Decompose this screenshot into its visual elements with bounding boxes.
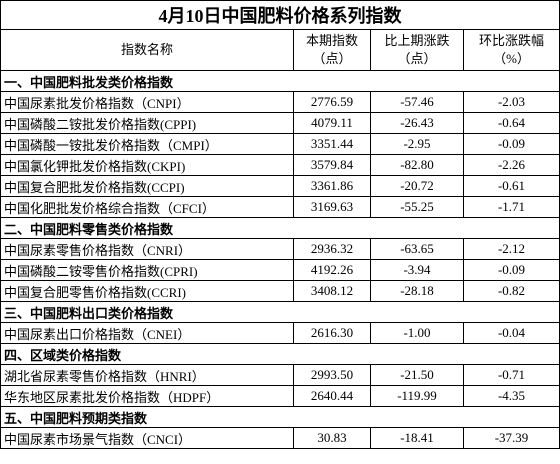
table-title: 4月10日中国肥料价格系列指数 xyxy=(0,0,560,30)
number-cell: 2936.32 xyxy=(293,238,371,260)
number-cell: -0.64 xyxy=(463,112,560,134)
number-cell: 3361.86 xyxy=(293,175,371,197)
table-body: 4月10日中国肥料价格系列指数 指数名称 本期指数 （点） 比上期涨跌 （点） 环比涨跌幅… xyxy=(0,0,560,449)
number-cell: -2.95 xyxy=(370,133,464,155)
number-cell: -37.39 xyxy=(463,427,560,449)
section-row: 一、中国肥料批发类价格指数 xyxy=(0,70,560,92)
number-cell: -57.46 xyxy=(370,91,464,113)
number-cell: 4192.26 xyxy=(293,259,371,281)
index-name: 中国化肥批发价格综合指数（CFCI） xyxy=(0,196,294,218)
number-cell: -3.94 xyxy=(370,259,464,281)
data-row: 湖北省尿素零售价格指数（HNRI） 2993.50 -21.50 -0.71 xyxy=(0,364,560,386)
header-text: （点） xyxy=(312,51,352,66)
section-title: 四、区域类价格指数 xyxy=(0,343,560,365)
section-title: 五、中国肥料预期类指数 xyxy=(0,406,560,428)
header-cell: 比上期涨跌 （点） xyxy=(370,29,464,71)
header-cell: 环比涨跌幅 （%） xyxy=(463,29,560,71)
section-title: 二、中国肥料零售类价格指数 xyxy=(0,217,560,239)
header-text: （点） xyxy=(397,51,437,66)
section-row: 二、中国肥料零售类价格指数 xyxy=(0,217,560,239)
section-title: 三、中国肥料出口类价格指数 xyxy=(0,301,560,323)
header-text: （%） xyxy=(493,51,530,66)
section-row: 四、区域类价格指数 xyxy=(0,343,560,365)
number-cell: -2.03 xyxy=(463,91,560,113)
data-row: 中国尿素零售价格指数（CNRI） 2936.32 -63.65 -2.12 xyxy=(0,238,560,260)
price-index-table: 4月10日中国肥料价格系列指数 指数名称 本期指数 （点） 比上期涨跌 （点） 环比涨跌幅… xyxy=(0,0,560,449)
data-row: 中国磷酸二铵零售价格指数(CPRI) 4192.26 -3.94 -0.09 xyxy=(0,259,560,281)
index-name: 中国氯化钾批发价格指数(CKPI) xyxy=(0,154,294,176)
index-name: 中国尿素批发价格指数（CNPI） xyxy=(0,91,294,113)
number-cell: -0.09 xyxy=(463,133,560,155)
section-row: 三、中国肥料出口类价格指数 xyxy=(0,301,560,323)
number-cell: -0.04 xyxy=(463,322,560,344)
number-cell: -2.26 xyxy=(463,154,560,176)
number-cell: -28.18 xyxy=(370,280,464,302)
header-text: 环比涨跌幅 xyxy=(478,33,544,48)
index-name: 中国磷酸一铵批发价格指数（CMPI） xyxy=(0,133,294,155)
number-cell: 2776.59 xyxy=(293,91,371,113)
number-cell: -18.41 xyxy=(370,427,464,449)
index-name: 中国复合肥批发价格指数(CCPI) xyxy=(0,175,294,197)
number-cell: 3169.63 xyxy=(293,196,371,218)
number-cell: -0.82 xyxy=(463,280,560,302)
header-text: 本期指数 xyxy=(305,33,358,48)
number-cell: 3351.44 xyxy=(293,133,371,155)
number-cell: 3408.12 xyxy=(293,280,371,302)
number-cell: -4.35 xyxy=(463,385,560,407)
number-cell: 2640.44 xyxy=(293,385,371,407)
header-text: 指数名称 xyxy=(120,42,173,57)
number-cell: -55.25 xyxy=(370,196,464,218)
data-row: 中国尿素市场景气指数（CNCI） 30.83 -18.41 -37.39 xyxy=(0,427,560,449)
section-title: 一、中国肥料批发类价格指数 xyxy=(0,70,560,92)
number-cell: -82.80 xyxy=(370,154,464,176)
section-row: 五、中国肥料预期类指数 xyxy=(0,406,560,428)
data-row: 中国尿素批发价格指数（CNPI） 2776.59 -57.46 -2.03 xyxy=(0,91,560,113)
number-cell: 2993.50 xyxy=(293,364,371,386)
header-text: 比上期涨跌 xyxy=(384,33,450,48)
number-cell: 30.83 xyxy=(293,427,371,449)
number-cell: -0.61 xyxy=(463,175,560,197)
number-cell: -0.71 xyxy=(463,364,560,386)
index-name: 中国尿素零售价格指数（CNRI） xyxy=(0,238,294,260)
data-row: 中国化肥批发价格综合指数（CFCI） 3169.63 -55.25 -1.71 xyxy=(0,196,560,218)
index-name: 中国复合肥零售价格指数(CCRI) xyxy=(0,280,294,302)
number-cell: -63.65 xyxy=(370,238,464,260)
number-cell: -21.50 xyxy=(370,364,464,386)
index-name: 中国磷酸二铵零售价格指数(CPRI) xyxy=(0,259,294,281)
data-row: 华东地区尿素批发价格指数（HDPF） 2640.44 -119.99 -4.35 xyxy=(0,385,560,407)
index-name: 中国磷酸二铵批发价格指数(CPPI) xyxy=(0,112,294,134)
index-name: 中国尿素市场景气指数（CNCI） xyxy=(0,427,294,449)
data-row: 中国磷酸二铵批发价格指数(CPPI) 4079.11 -26.43 -0.64 xyxy=(0,112,560,134)
number-cell: 4079.11 xyxy=(293,112,371,134)
number-cell: -20.72 xyxy=(370,175,464,197)
title-row: 4月10日中国肥料价格系列指数 xyxy=(0,0,560,30)
index-name: 中国尿素出口价格指数（CNEI） xyxy=(0,322,294,344)
number-cell: 3579.84 xyxy=(293,154,371,176)
header-cell: 指数名称 xyxy=(0,29,294,71)
index-name: 华东地区尿素批发价格指数（HDPF） xyxy=(0,385,294,407)
data-row: 中国复合肥批发价格指数(CCPI) 3361.86 -20.72 -0.61 xyxy=(0,175,560,197)
number-cell: -26.43 xyxy=(370,112,464,134)
number-cell: 2616.30 xyxy=(293,322,371,344)
index-name: 湖北省尿素零售价格指数（HNRI） xyxy=(0,364,294,386)
header-row: 指数名称 本期指数 （点） 比上期涨跌 （点） 环比涨跌幅 （%） xyxy=(0,29,560,71)
number-cell: -119.99 xyxy=(370,385,464,407)
number-cell: -2.12 xyxy=(463,238,560,260)
data-row: 中国尿素出口价格指数（CNEI） 2616.30 -1.00 -0.04 xyxy=(0,322,560,344)
data-row: 中国复合肥零售价格指数(CCRI) 3408.12 -28.18 -0.82 xyxy=(0,280,560,302)
number-cell: -0.09 xyxy=(463,259,560,281)
number-cell: -1.71 xyxy=(463,196,560,218)
header-cell: 本期指数 （点） xyxy=(293,29,371,71)
number-cell: -1.00 xyxy=(370,322,464,344)
data-row: 中国氯化钾批发价格指数(CKPI) 3579.84 -82.80 -2.26 xyxy=(0,154,560,176)
data-row: 中国磷酸一铵批发价格指数（CMPI） 3351.44 -2.95 -0.09 xyxy=(0,133,560,155)
